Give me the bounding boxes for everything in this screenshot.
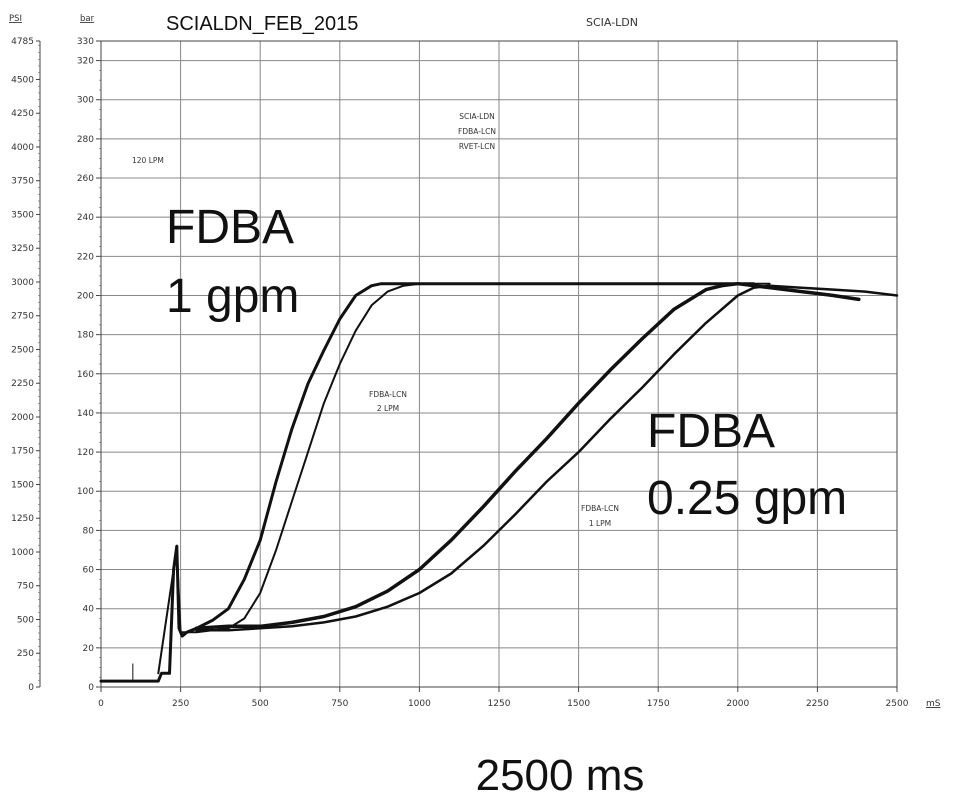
annotation-fdba-2lpm-line-2: 2 LPM	[377, 404, 399, 413]
bar-tick-label: 0	[88, 683, 94, 693]
bar-tick-label: 330	[77, 37, 94, 47]
annotation-fdba-1lpm-line-1: FDBA-LCN	[581, 504, 619, 513]
psi-tick-label: 2250	[11, 379, 34, 389]
label-fdba-1gpm-line-1: FDBA	[166, 201, 294, 254]
bar-tick-label: 180	[77, 331, 94, 341]
psi-tick-label: 250	[17, 649, 34, 659]
x-tick-label: 1250	[488, 699, 511, 709]
bar-tick-label: 240	[77, 213, 94, 223]
x-tick-label: 750	[331, 699, 348, 709]
label-fdba-025gpm-line-1: FDBA	[647, 405, 775, 458]
bar-tick-label: 220	[77, 252, 94, 262]
legend-block-line-3: RVET-LCN	[459, 142, 495, 151]
y-unit-bar: bar	[80, 14, 95, 24]
x-tick-label: 2250	[806, 699, 829, 709]
annotation-fdba-1lpm-line-2: 1 LPM	[589, 519, 611, 528]
bar-tick-label: 20	[83, 644, 95, 654]
series-line-4	[195, 284, 899, 632]
psi-tick-label: 1250	[11, 514, 34, 524]
x-tick-label: 1500	[567, 699, 590, 709]
x-tick-label: 1750	[647, 699, 670, 709]
annotation-fdba-2lpm-line-1: FDBA-LCN	[369, 390, 407, 399]
x-tick-label: 2000	[726, 699, 749, 709]
series-lines	[99, 281, 899, 683]
grid	[101, 41, 898, 687]
label-fdba-1gpm-line-2: 1 gpm	[166, 270, 299, 323]
psi-tick-label: 1500	[11, 480, 34, 490]
psi-tick-label: 0	[28, 683, 34, 693]
psi-tick-label: 2500	[11, 345, 34, 355]
legend-block-line-2: FDBA-LCN	[458, 127, 496, 136]
psi-tick-label: 4000	[11, 143, 34, 153]
psi-tick-label: 4500	[11, 75, 34, 85]
psi-tick-label: 3000	[11, 278, 34, 288]
psi-tick-label: 1000	[11, 548, 34, 558]
annotation-120-lpm: 120 LPM	[132, 156, 164, 165]
bar-tick-label: 100	[77, 487, 94, 497]
chart-subtitle: SCIA-LDN	[586, 16, 638, 29]
bar-tick-label: 60	[83, 566, 95, 576]
bar-tick-label: 140	[77, 409, 94, 419]
chart-title: SCIALDN_FEB_2015	[166, 13, 358, 35]
bar-tick-label: 40	[83, 605, 95, 615]
series-line-2	[157, 282, 771, 675]
bar-tick-label: 120	[77, 448, 94, 458]
legend-block-line-1: SCIA-LDN	[459, 112, 494, 121]
psi-tick-label: 750	[17, 582, 34, 592]
tick-labels: 0 250 500 750 1000 1250 1500 1750 2000 2250 250002…	[11, 37, 909, 709]
x-tick-label: 0	[98, 699, 104, 709]
x-tick-label: 1000	[408, 699, 431, 709]
x-unit: mS	[926, 699, 941, 709]
series-line-3	[194, 281, 861, 631]
y-unit-psi: PSI	[9, 14, 22, 24]
plot-frame	[100, 40, 898, 688]
psi-tick-label: 2000	[11, 413, 34, 423]
psi-tick-label: 2750	[11, 312, 34, 322]
bar-tick-label: 300	[77, 96, 94, 106]
psi-tick-label: 3250	[11, 244, 34, 254]
bar-tick-label: 80	[83, 526, 95, 536]
psi-tick-label: 3500	[11, 210, 34, 220]
label-fdba-025gpm-line-2: 0.25 gpm	[647, 472, 847, 525]
psi-tick-label: 4785	[11, 37, 34, 47]
x-axis-label: 2500 ms	[476, 751, 645, 800]
bar-tick-label: 160	[77, 370, 94, 380]
psi-tick-label: 500	[17, 615, 34, 625]
bar-tick-label: 260	[77, 174, 94, 184]
psi-tick-label: 4250	[11, 109, 34, 119]
axes	[36, 40, 898, 692]
x-tick-label: 2500	[886, 699, 909, 709]
bar-tick-label: 280	[77, 135, 94, 145]
psi-tick-label: 3750	[11, 177, 34, 187]
psi-tick-label: 1750	[11, 447, 34, 457]
x-tick-label: 250	[172, 699, 189, 709]
bar-tick-label: 200	[77, 291, 94, 301]
x-tick-label: 500	[252, 699, 269, 709]
bar-tick-label: 320	[77, 57, 94, 67]
